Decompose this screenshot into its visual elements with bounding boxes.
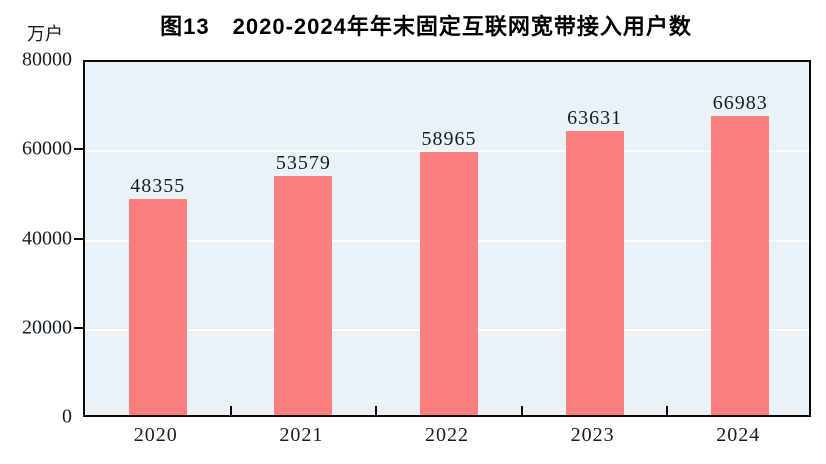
x-axis-tick <box>229 406 232 415</box>
y-axis-unit-label: 万户 <box>27 24 63 44</box>
plot-area: 48355 53579 58965 63631 66983 <box>83 60 811 417</box>
bar-value-label-2022: 58965 <box>421 127 477 150</box>
bar-2022 <box>420 151 478 415</box>
gridline-60000 <box>85 150 809 153</box>
y-axis-label-40000: 40000 <box>22 227 72 249</box>
y-axis-label-0: 0 <box>62 405 72 428</box>
y-axis-tick <box>74 148 83 151</box>
x-axis-tick <box>666 406 669 415</box>
y-axis-tick <box>74 237 83 240</box>
x-axis-tick <box>375 406 378 415</box>
x-axis-tick <box>520 406 523 415</box>
x-axis-label-2021: 2021 <box>279 424 324 446</box>
y-axis-label-80000: 80000 <box>22 48 72 71</box>
y-axis-labels: 0 20000 40000 60000 80000 <box>0 49 72 428</box>
bar-2020 <box>128 199 187 415</box>
x-axis-label-2020: 2020 <box>133 424 178 446</box>
bar-value-label-2021: 53579 <box>275 151 331 174</box>
bar-2021 <box>274 175 333 415</box>
bar-value-label-2020: 48355 <box>130 175 186 198</box>
y-tick-marks <box>74 60 83 417</box>
y-axis-tick <box>74 326 83 329</box>
x-axis-label-2022: 2022 <box>425 424 469 446</box>
bar-2024 <box>711 116 770 415</box>
y-axis-label-20000: 20000 <box>22 316 72 339</box>
chart-title: 图13 2020-2024年年末固定互联网宽带接入用户数 <box>160 14 692 39</box>
bar-value-label-2024: 66983 <box>712 92 768 115</box>
x-axis-label-2023: 2023 <box>570 424 615 446</box>
bar-2023 <box>565 131 624 415</box>
x-axis-labels: 2020 2021 2022 2023 2024 <box>83 424 811 454</box>
x-axis-label-2024: 2024 <box>716 424 761 446</box>
bar-value-label-2023: 63631 <box>567 107 623 130</box>
y-axis-label-60000: 60000 <box>22 137 72 160</box>
